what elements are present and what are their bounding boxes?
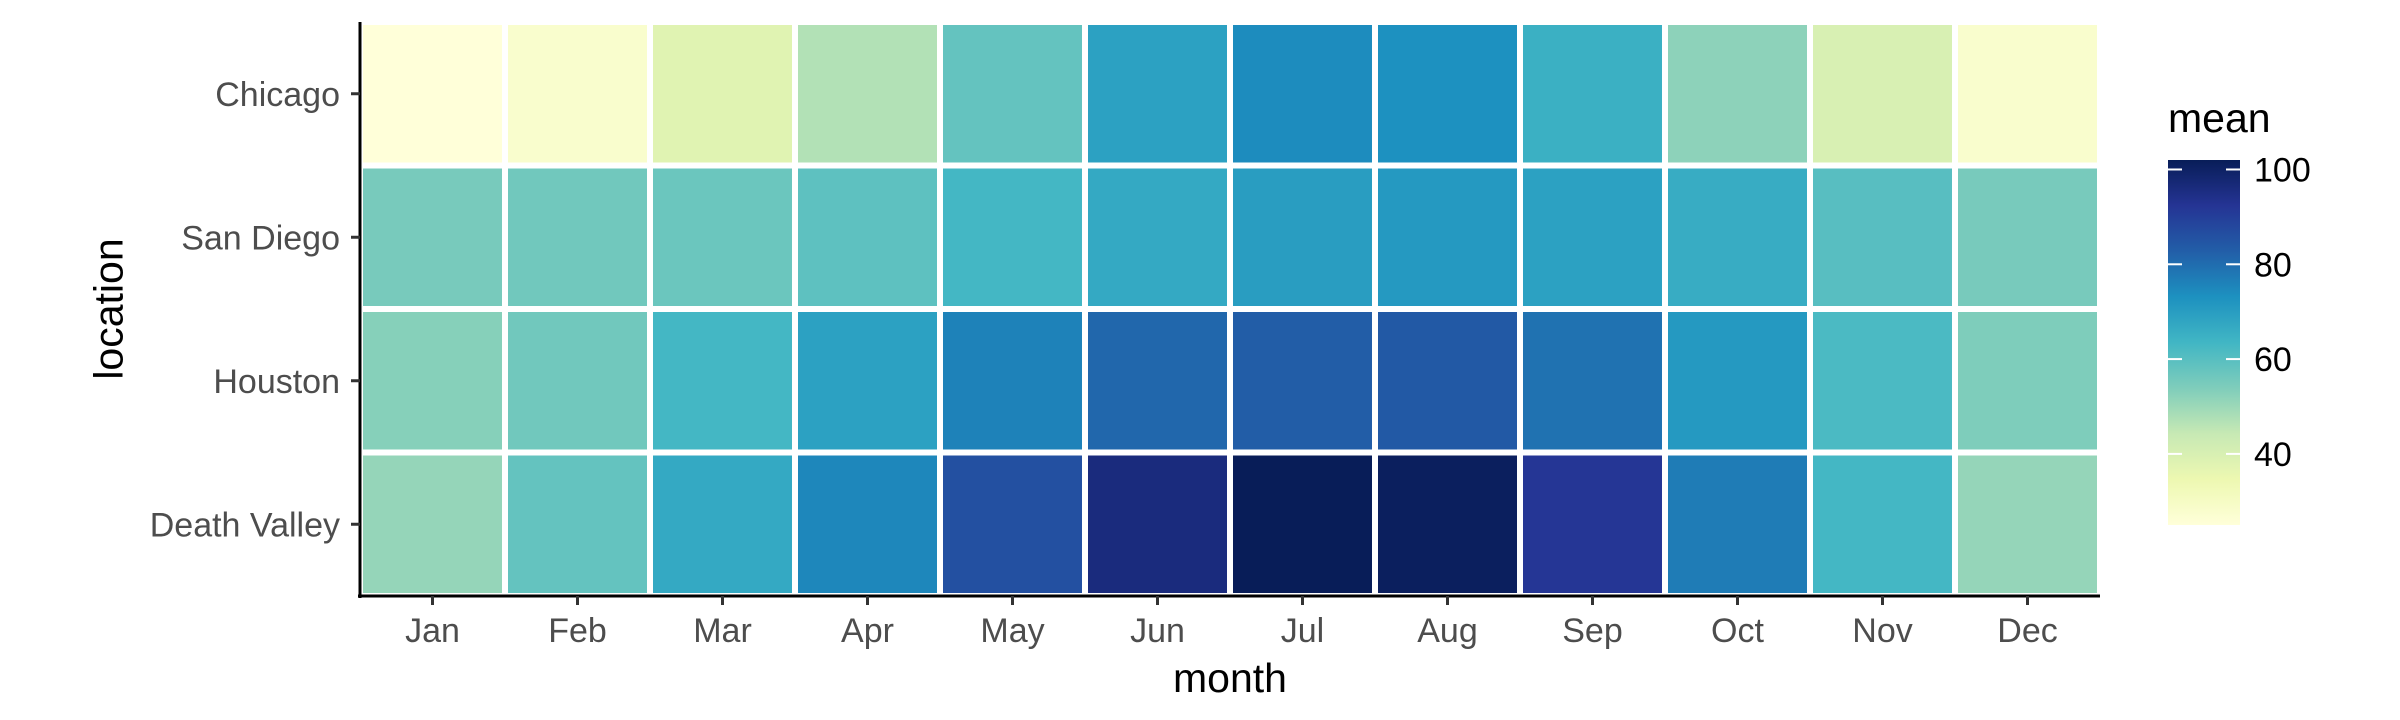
heatmap-cell bbox=[508, 168, 647, 306]
heatmap-cell bbox=[508, 312, 647, 450]
heatmap-cell bbox=[1378, 168, 1517, 306]
y-tick-label: Chicago bbox=[215, 76, 340, 114]
heatmap-cell bbox=[363, 455, 502, 593]
axes bbox=[358, 22, 2100, 598]
x-tick-label: Apr bbox=[841, 612, 894, 650]
heatmap-cell bbox=[1088, 455, 1227, 593]
heatmap-cell bbox=[508, 455, 647, 593]
heatmap-cell bbox=[1523, 455, 1662, 593]
heatmap-cell bbox=[1233, 455, 1372, 593]
heatmap-cell bbox=[1813, 455, 1952, 593]
heatmap-cell bbox=[1378, 25, 1517, 163]
y-tick-label: San Diego bbox=[181, 219, 340, 257]
x-tick-label: Oct bbox=[1711, 612, 1764, 650]
heatmap-tiles bbox=[363, 25, 2097, 593]
heatmap-cell bbox=[1958, 455, 2097, 593]
heatmap-cell bbox=[1233, 25, 1372, 163]
x-tick-label: Aug bbox=[1417, 612, 1478, 650]
x-tick-label: Mar bbox=[693, 612, 752, 650]
heatmap-cell bbox=[1088, 168, 1227, 306]
heatmap-cell bbox=[1813, 168, 1952, 306]
x-tick-label: Dec bbox=[1997, 612, 2057, 650]
x-tick-label: Jun bbox=[1130, 612, 1185, 650]
colorbar-ticks: 40 60 80 100 bbox=[2168, 151, 2311, 474]
x-tick-label: Nov bbox=[1852, 612, 1912, 650]
heatmap-cell bbox=[798, 168, 937, 306]
colorbar-tick-label: 40 bbox=[2254, 436, 2292, 474]
x-tick-label: Sep bbox=[1562, 612, 1623, 650]
heatmap-cell bbox=[1958, 25, 2097, 163]
heatmap-cell bbox=[943, 168, 1082, 306]
heatmap-cell bbox=[1233, 168, 1372, 306]
colorbar bbox=[2168, 160, 2240, 525]
heatmap-cell bbox=[653, 455, 792, 593]
heatmap-cell bbox=[1958, 168, 2097, 306]
heatmap-cell bbox=[1668, 168, 1807, 306]
y-axis-title: location bbox=[85, 238, 131, 379]
x-axis-ticks: Jan Feb Mar Apr May Jun Jul Aug Sep Oct Nov Dec bbox=[405, 596, 2058, 650]
x-axis-title: month bbox=[1173, 655, 1287, 701]
heatmap-cell bbox=[798, 455, 937, 593]
heatmap-cell bbox=[1668, 312, 1807, 450]
colorbar-tick-label: 60 bbox=[2254, 341, 2292, 379]
heatmap-cell bbox=[1813, 312, 1952, 450]
x-tick-label: Feb bbox=[548, 612, 607, 650]
colorbar-tick-label: 80 bbox=[2254, 246, 2292, 284]
y-tick-label: Houston bbox=[213, 363, 340, 401]
heatmap-cell bbox=[1958, 312, 2097, 450]
heatmap-cell bbox=[943, 455, 1082, 593]
x-tick-label: Jan bbox=[405, 612, 460, 650]
heatmap-cell bbox=[798, 25, 937, 163]
heatmap-cell bbox=[363, 25, 502, 163]
heatmap-cell bbox=[1378, 312, 1517, 450]
heatmap-cell bbox=[1523, 25, 1662, 163]
heatmap-cell bbox=[1668, 455, 1807, 593]
heatmap-cell bbox=[653, 312, 792, 450]
heatmap-cell bbox=[1233, 312, 1372, 450]
y-axis-ticks: Chicago San Diego Houston Death Valley bbox=[150, 76, 360, 544]
heatmap-cell bbox=[798, 312, 937, 450]
heatmap-cell bbox=[1523, 168, 1662, 306]
heatmap-cell bbox=[1378, 455, 1517, 593]
heatmap-cell bbox=[508, 25, 647, 163]
x-tick-label: Jul bbox=[1281, 612, 1324, 650]
heatmap-cell bbox=[1523, 312, 1662, 450]
colorbar-legend: mean 40 60 80 100 bbox=[2168, 95, 2311, 525]
colorbar-tick-label: 100 bbox=[2254, 151, 2311, 189]
colorbar-title: mean bbox=[2168, 95, 2271, 141]
heatmap-cell bbox=[1668, 25, 1807, 163]
heatmap-cell bbox=[1813, 25, 1952, 163]
heatmap-cell bbox=[653, 25, 792, 163]
x-tick-label: May bbox=[980, 612, 1044, 650]
heatmap-cell bbox=[363, 168, 502, 306]
heatmap-cell bbox=[1088, 25, 1227, 163]
heatmap-cell bbox=[363, 312, 502, 450]
y-tick-label: Death Valley bbox=[150, 506, 340, 544]
heatmap-cell bbox=[943, 25, 1082, 163]
heatmap-cell bbox=[653, 168, 792, 306]
heatmap-cell bbox=[1088, 312, 1227, 450]
heatmap-cell bbox=[943, 312, 1082, 450]
